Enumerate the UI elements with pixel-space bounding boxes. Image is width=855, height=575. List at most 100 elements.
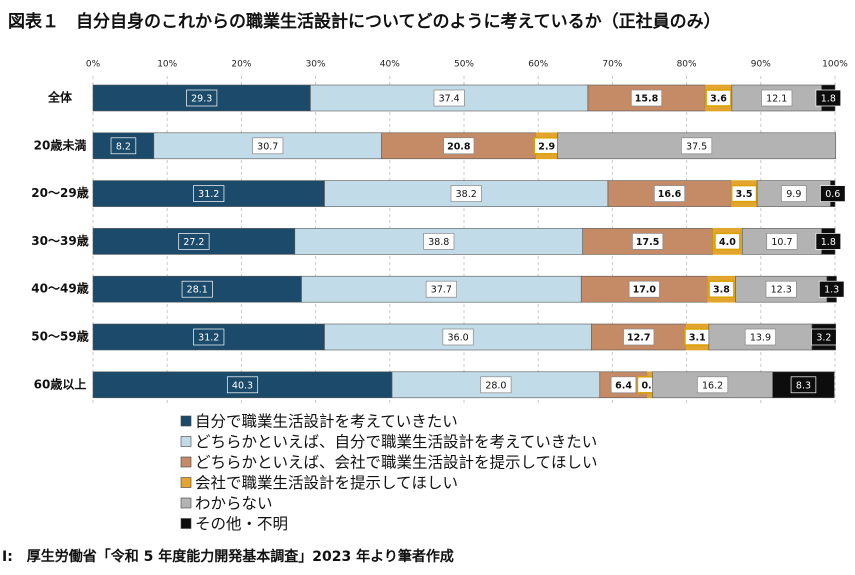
data-label: 37.7 bbox=[431, 285, 452, 296]
category-label: 20歳未満 bbox=[34, 137, 87, 152]
label-box bbox=[193, 185, 225, 202]
label-box bbox=[653, 185, 686, 202]
category-label: 20～29歳 bbox=[31, 185, 88, 200]
data-label: 3.8 bbox=[713, 285, 730, 296]
data-label: 20.8 bbox=[447, 141, 471, 152]
data-label: 17.0 bbox=[633, 285, 657, 296]
data-label: 16.6 bbox=[658, 189, 682, 200]
data-label: 31.2 bbox=[198, 333, 219, 344]
x-tick-label: 30% bbox=[306, 60, 326, 70]
label-box bbox=[730, 184, 758, 203]
source-note: I: 厚生労働省「令和 5 年度能力開発基本調査」2023 年より筆者作成 bbox=[2, 548, 454, 565]
label-box bbox=[714, 232, 741, 251]
x-tick-label: 10% bbox=[157, 60, 177, 70]
data-label: 10.7 bbox=[771, 237, 792, 248]
data-label: 0.7 bbox=[641, 380, 658, 391]
data-label: 3.6 bbox=[710, 94, 727, 105]
data-label: 28.1 bbox=[187, 285, 208, 296]
data-label: 13.9 bbox=[750, 333, 771, 344]
x-tick-label: 50% bbox=[454, 60, 474, 70]
data-label: 1.3 bbox=[824, 285, 839, 296]
label-box bbox=[480, 376, 512, 394]
label-box bbox=[815, 233, 842, 250]
legend-label: どちらかといえば、自分で職業生活設計を考えていきたい bbox=[195, 433, 597, 451]
label-box bbox=[761, 89, 793, 107]
label-box bbox=[178, 233, 210, 250]
label-box bbox=[186, 89, 218, 107]
label-box bbox=[110, 137, 137, 155]
label-box bbox=[705, 89, 732, 107]
label-box bbox=[708, 280, 735, 298]
legend-swatch bbox=[180, 477, 192, 488]
data-label: 1.8 bbox=[821, 237, 836, 248]
category-label: 全体 bbox=[47, 90, 73, 105]
label-box bbox=[744, 328, 776, 346]
legend-label: その他・不明 bbox=[195, 515, 288, 533]
label-box bbox=[425, 280, 457, 298]
data-label: 6.4 bbox=[615, 380, 632, 391]
data-label: 28.0 bbox=[485, 380, 506, 391]
category-label: 50～59歳 bbox=[31, 329, 88, 344]
legend-swatch bbox=[180, 436, 192, 447]
legend-label: どちらかといえば、会社で職業生活設計を提示してほしい bbox=[195, 454, 598, 472]
data-label: 38.8 bbox=[428, 237, 449, 248]
data-label: 37.4 bbox=[439, 94, 460, 105]
label-box bbox=[765, 280, 797, 298]
label-box bbox=[681, 137, 713, 155]
data-label: 3.1 bbox=[689, 333, 706, 344]
data-label: 12.7 bbox=[627, 333, 650, 344]
data-label: 2.9 bbox=[538, 141, 555, 152]
label-box bbox=[628, 280, 660, 298]
category-label: 30～39歳 bbox=[31, 233, 88, 248]
bar-segment bbox=[735, 275, 828, 303]
label-box bbox=[818, 280, 845, 298]
data-label: 37.5 bbox=[686, 141, 707, 152]
x-tick-label: 90% bbox=[751, 60, 771, 70]
data-label: 38.2 bbox=[456, 189, 477, 200]
legend-swatch bbox=[180, 456, 192, 468]
label-box bbox=[226, 376, 259, 394]
label-box bbox=[632, 233, 664, 250]
label-box bbox=[423, 233, 455, 250]
label-box bbox=[442, 328, 474, 346]
legend-label: わからない bbox=[195, 495, 273, 513]
x-tick-label: 20% bbox=[231, 60, 251, 70]
data-label: 36.0 bbox=[447, 333, 468, 344]
data-label: 16.2 bbox=[702, 380, 723, 391]
data-label: 3.5 bbox=[736, 189, 753, 200]
data-label: 30.7 bbox=[257, 141, 278, 152]
x-tick-label: 80% bbox=[677, 60, 697, 70]
label-box bbox=[450, 185, 482, 202]
x-tick-label: 60% bbox=[528, 60, 548, 70]
x-tick-label: 40% bbox=[380, 60, 400, 70]
data-label: 3.2 bbox=[816, 333, 831, 344]
data-label: 1.8 bbox=[821, 94, 836, 105]
data-label: 27.2 bbox=[183, 237, 204, 248]
label-box bbox=[697, 376, 729, 394]
x-tick-label: 0% bbox=[86, 60, 101, 70]
legend-swatch bbox=[180, 518, 192, 529]
data-label: 9.9 bbox=[786, 189, 801, 200]
category-label: 40～49歳 bbox=[31, 281, 88, 296]
data-label: 17.5 bbox=[636, 237, 659, 248]
legend-label: 会社で職業生活設計を提示してほしい bbox=[195, 474, 458, 492]
label-box bbox=[815, 89, 842, 107]
label-box bbox=[181, 280, 213, 298]
legend-label: 自分で職業生活設計を考えていきたい bbox=[195, 413, 458, 431]
data-label: 15.8 bbox=[635, 94, 659, 105]
label-box bbox=[811, 328, 837, 346]
data-label: 29.3 bbox=[191, 94, 212, 105]
data-label: 4.0 bbox=[719, 237, 736, 248]
label-box bbox=[443, 137, 475, 155]
data-label: 12.1 bbox=[766, 94, 787, 105]
data-label: 0.6 bbox=[825, 189, 840, 200]
label-box bbox=[623, 328, 655, 346]
category-label: 60歳以上 bbox=[34, 376, 87, 391]
data-label: 31.2 bbox=[198, 189, 219, 200]
label-box bbox=[781, 185, 807, 202]
data-label: 8.3 bbox=[796, 380, 811, 391]
label-box bbox=[630, 89, 663, 107]
x-tick-label: 70% bbox=[602, 60, 622, 70]
